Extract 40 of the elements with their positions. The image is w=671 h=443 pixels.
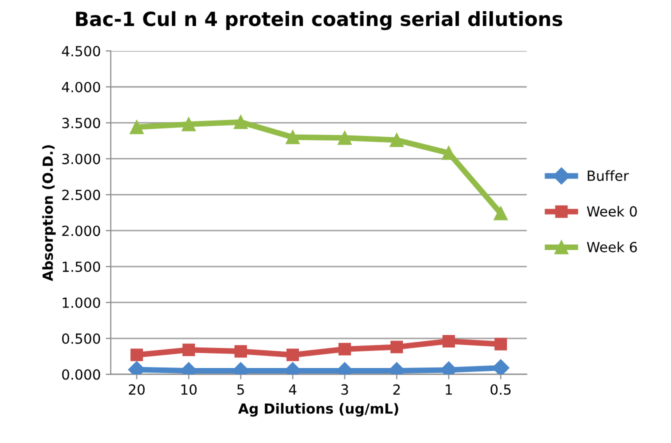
x-tick-label: 2 [393,384,400,395]
y-tick-label: 0.500 [62,333,100,344]
legend-label: Week 0 [586,206,637,217]
point [182,117,196,132]
x-axis-title: Ag Dilutions (ug/mL) [238,403,398,417]
point [338,130,352,145]
x-tick-label: 20 [128,384,145,395]
x-tick-label: 4 [288,384,296,395]
point [390,340,403,354]
point [390,133,404,147]
point [492,359,510,374]
point [494,338,507,350]
legend-label: Week 6 [586,242,637,252]
y-tick-label: 3.000 [62,154,100,164]
point [234,345,247,358]
y-tick-label: 1.500 [62,262,100,272]
y-tick-label: 4.000 [62,82,100,92]
x-tick-label: 1 [446,384,452,395]
point [286,348,299,362]
x-tick-label: 3 [341,384,348,395]
chart-title: Bac-1 Cul n 4 protein coating serial dilutions [76,11,562,30]
x-tick-label: 0.5 [490,384,511,395]
y-tick-label: 3.500 [62,118,100,128]
x-tick-label: 5 [237,384,244,395]
point [234,115,248,130]
point [182,344,195,356]
y-tick-label: 0.000 [62,369,100,380]
point [338,342,351,356]
y-tick-label: 1.000 [62,297,100,308]
y-axis-title: Absorption (O.D.) [42,145,56,282]
point [494,206,508,220]
y-tick-label: 2.500 [62,190,100,200]
point [442,335,455,348]
y-tick-label: 4.500 [62,46,100,56]
point [286,130,300,144]
x-tick-label: 10 [181,384,197,395]
point [130,120,144,134]
legend-label: Buffer [588,170,629,182]
point [130,348,143,362]
y-tick-label: 2.000 [62,226,100,236]
